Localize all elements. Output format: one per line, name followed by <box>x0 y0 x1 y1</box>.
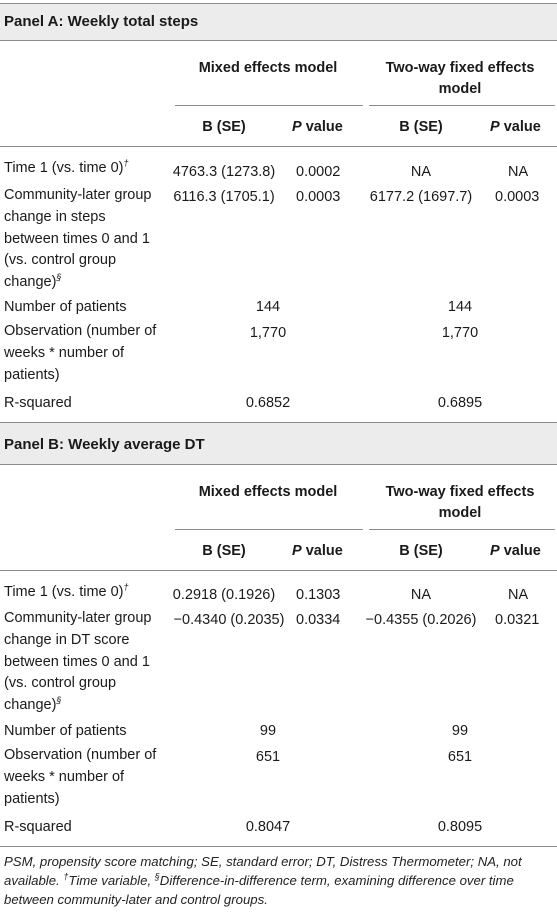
table-cell: 1,770 <box>441 325 479 341</box>
panel-b-col-p-2: P value <box>490 542 541 560</box>
panel-a-col-p-2: P value <box>490 118 541 136</box>
table-cell: 0.6852 <box>245 395 291 411</box>
footnote-line2: available. †Time variable, §Difference-i… <box>4 871 514 888</box>
table-cell: 0.0334 <box>296 612 341 628</box>
p-italic: P <box>292 543 302 559</box>
table-cell: 0.8047 <box>245 819 291 835</box>
table-cell: NA <box>410 164 432 180</box>
table-cell: 144 <box>255 299 281 315</box>
table-cell: 0.1303 <box>296 587 341 603</box>
table-cell: 4763.3 (1273.8) <box>172 164 276 180</box>
panel-b-top-rule <box>0 422 557 423</box>
table-row-label: Time 1 (vs. time 0)† <box>4 582 129 600</box>
panel-a-model1-rule <box>175 105 363 106</box>
table-row-label: Community-later group change in DT score… <box>4 610 152 714</box>
table-cell: 0.8095 <box>437 819 483 835</box>
panel-b-model2-header-line1: Two-way fixed effects <box>385 484 535 500</box>
panel-a-model1-header: Mixed effects model <box>198 60 338 76</box>
panel-a-title-rule <box>0 40 557 41</box>
panel-b-col-p-1: P value <box>292 542 343 560</box>
table-row-label: Community-later group change in steps be… <box>4 187 152 291</box>
table-cell: 1,770 <box>249 325 287 341</box>
table-cell: 651 <box>447 749 473 765</box>
panel-a-model2-rule <box>369 105 555 106</box>
table-row-label: R-squared <box>4 395 72 411</box>
table-row-label: Observation (number of weeks * number of… <box>4 323 157 383</box>
panel-a-model2-header-line1: Two-way fixed effects <box>385 60 535 76</box>
table-cell: NA <box>410 587 432 603</box>
table-cell: 6116.3 (1705.1) <box>173 189 275 205</box>
panel-b-model2-rule <box>369 529 555 530</box>
panel-a-col-p-1: P value <box>292 118 343 136</box>
table-cell: 0.0003 <box>495 189 540 205</box>
table-footnote: PSM, propensity score matching; SE, stan… <box>4 852 552 909</box>
table-cell: 144 <box>447 299 473 315</box>
panel-b-col-b-se-1: B (SE) <box>202 543 246 559</box>
table-cell: −0.4340 (0.2035) <box>173 612 285 628</box>
panel-b-model1-header: Mixed effects model <box>198 484 338 500</box>
p-value-label: value <box>301 119 343 135</box>
panel-b-model1-rule <box>175 529 363 530</box>
panel-a-title: Panel A: Weekly total steps <box>4 13 199 30</box>
p-value-label: value <box>499 543 541 559</box>
panel-b-title: Panel B: Weekly average DT <box>4 436 205 453</box>
table-row-label: Number of patients <box>4 299 127 315</box>
footnote-line3: between community-later and control grou… <box>4 892 268 907</box>
table-cell: 0.2918 (0.1926) <box>172 587 276 603</box>
panel-a-col-b-se-2: B (SE) <box>399 119 443 135</box>
table-cell: NA <box>508 164 529 180</box>
panel-b-model2-header-line2: model <box>438 505 482 521</box>
table-cell: 6177.2 (1697.7) <box>369 189 473 205</box>
table-cell: −0.4355 (0.2026) <box>365 612 477 628</box>
top-rule <box>0 3 557 4</box>
table-row-label: Time 1 (vs. time 0)† <box>4 158 129 176</box>
p-italic: P <box>292 119 302 135</box>
table-cell: 0.6895 <box>437 395 483 411</box>
panel-a-header-rule <box>0 146 557 147</box>
panel-a-col-b-se-1: B (SE) <box>202 119 246 135</box>
table-cell: 99 <box>259 723 277 739</box>
table-cell: 651 <box>255 749 281 765</box>
table-row-label: Number of patients <box>4 723 127 739</box>
p-value-label: value <box>301 543 343 559</box>
footnote-line1: PSM, propensity score matching; SE, stan… <box>4 854 522 869</box>
table-cell: 0.0003 <box>296 189 341 205</box>
panel-b-header-rule <box>0 570 557 571</box>
panel-a-model2-header-line2: model <box>438 81 482 97</box>
table-row-label: R-squared <box>4 819 72 835</box>
panel-a-title-band <box>0 4 557 40</box>
panel-b-title-band <box>0 423 557 464</box>
table-cell: 0.0321 <box>495 612 540 628</box>
table-row-label: Observation (number of weeks * number of… <box>4 747 157 807</box>
p-italic: P <box>490 119 500 135</box>
table-cell: 99 <box>451 723 469 739</box>
p-italic: P <box>490 543 500 559</box>
bottom-rule <box>0 846 557 847</box>
table-cell: 0.0002 <box>296 164 341 180</box>
table-cell: NA <box>508 587 529 603</box>
p-value-label: value <box>499 119 541 135</box>
panel-b-col-b-se-2: B (SE) <box>399 543 443 559</box>
panel-b-title-rule <box>0 464 557 465</box>
